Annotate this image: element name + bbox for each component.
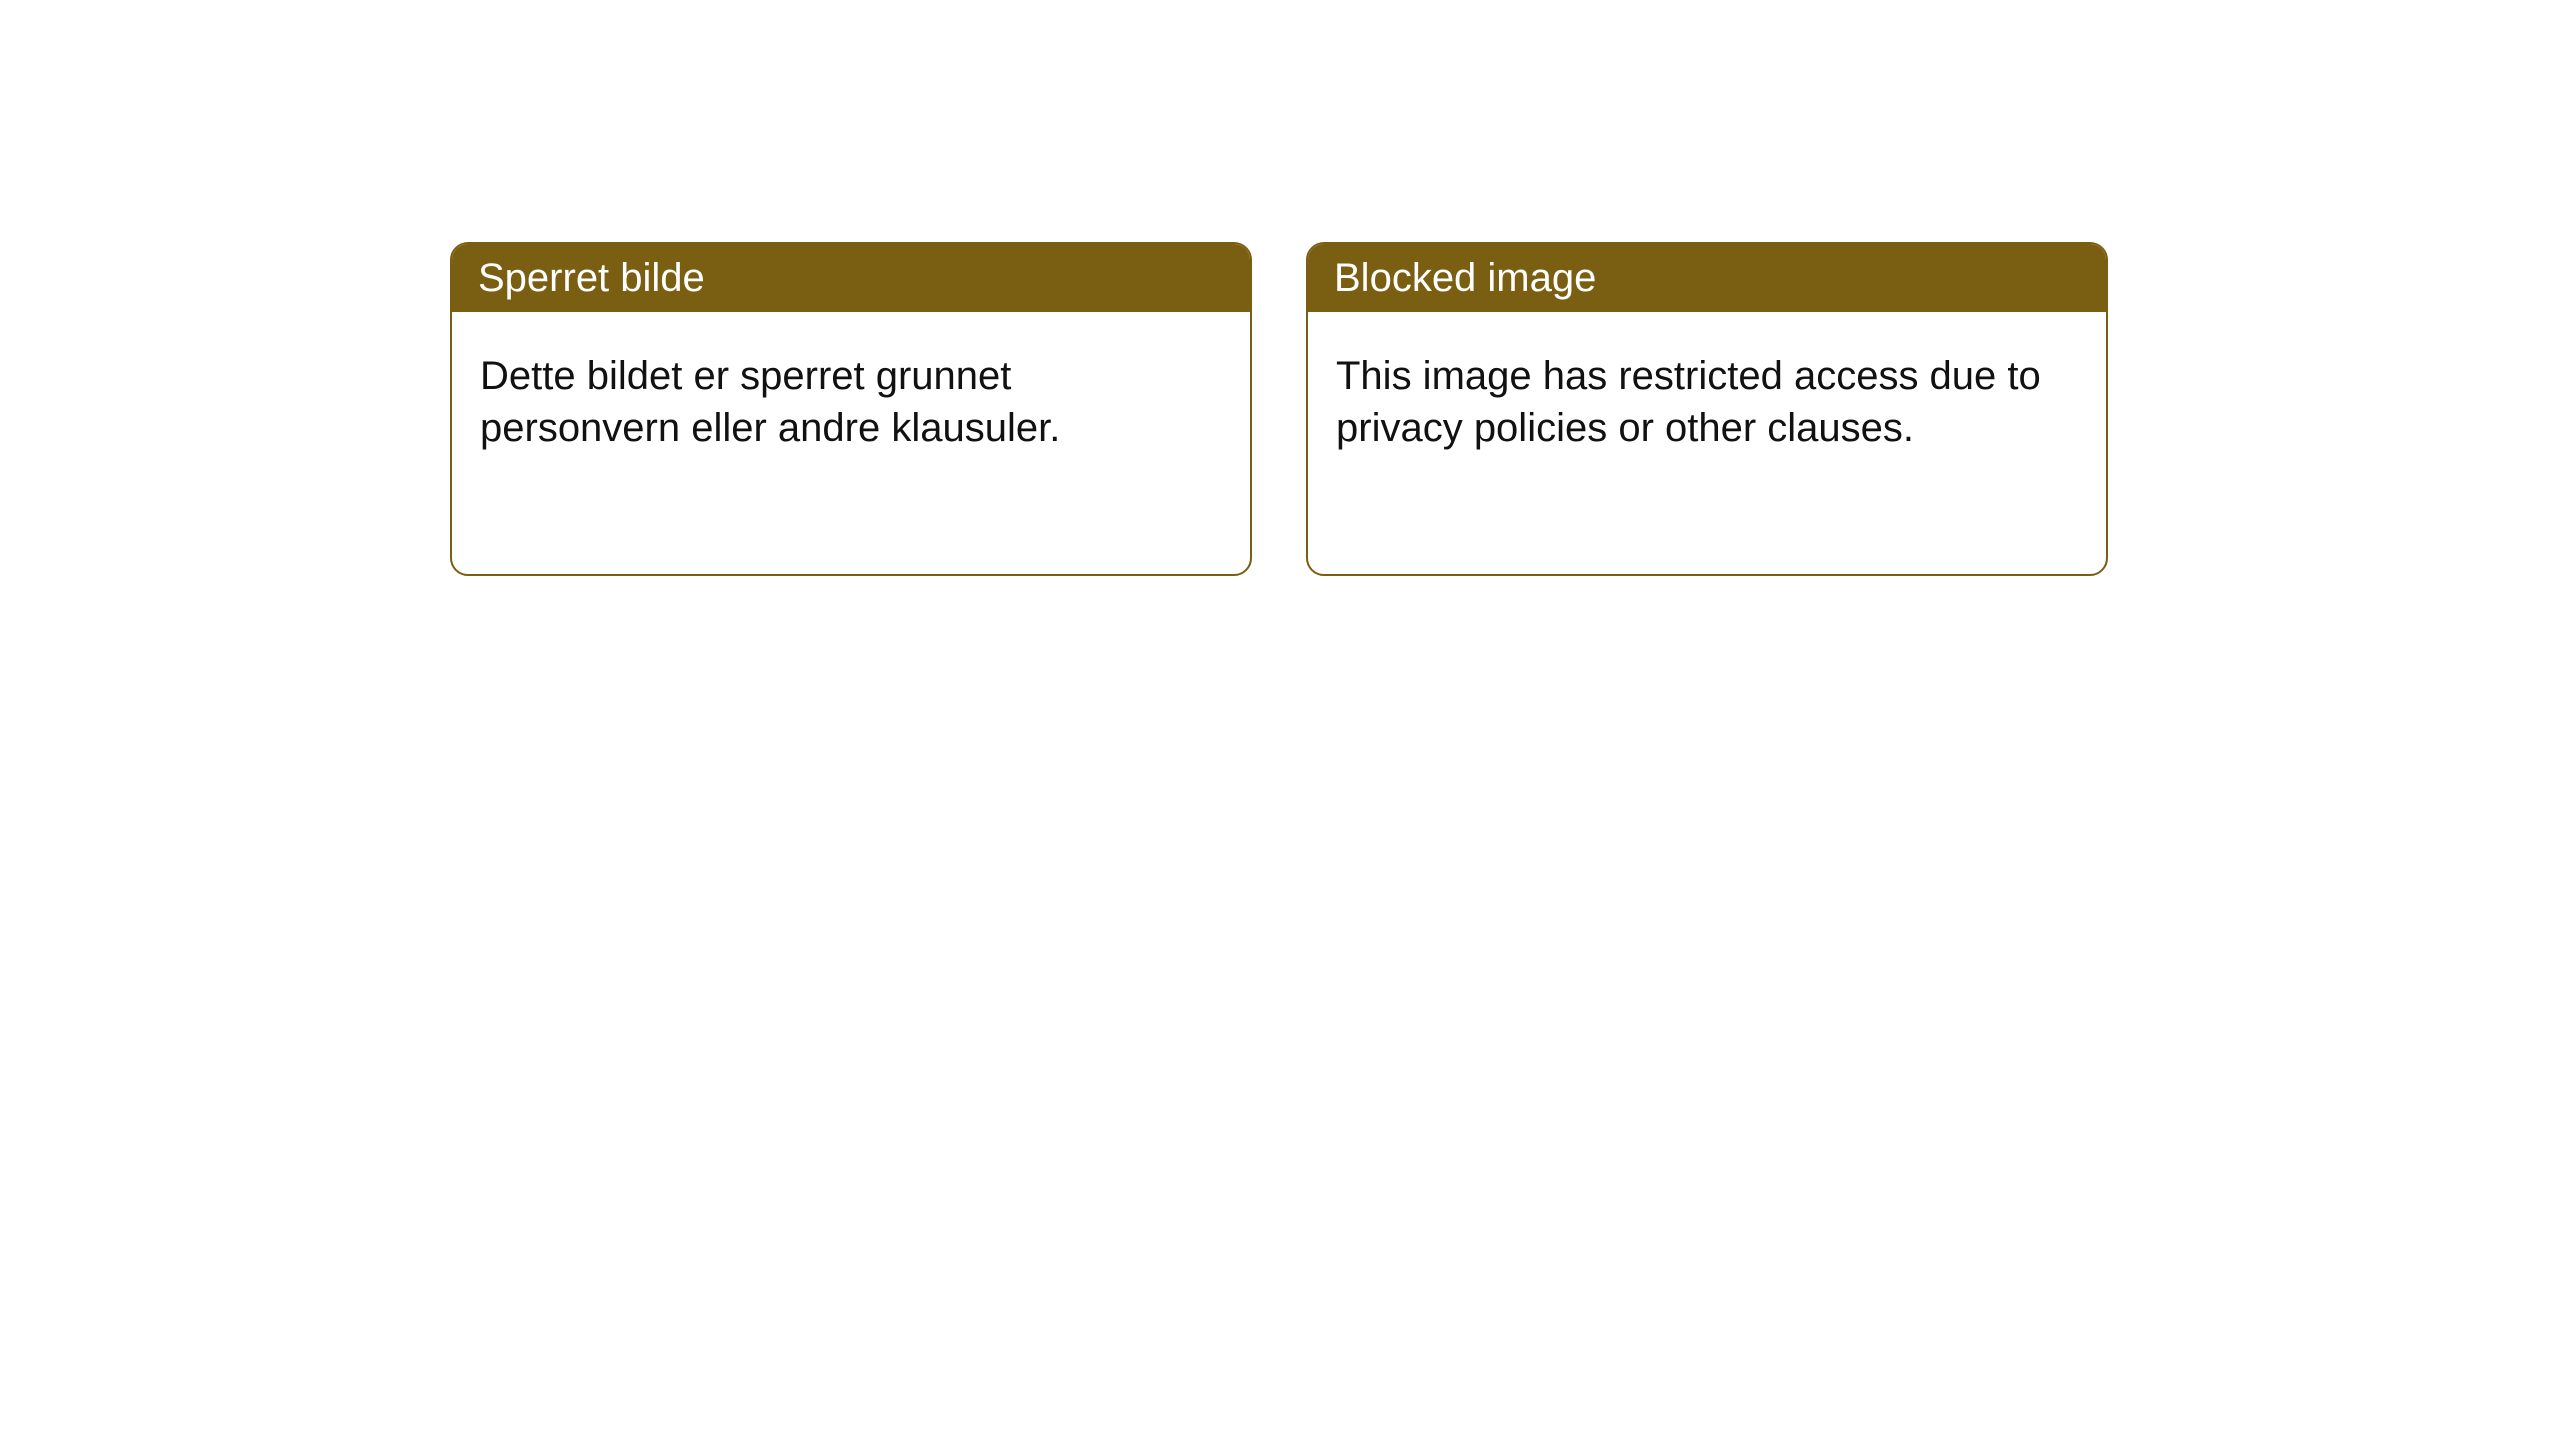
notice-card-norwegian: Sperret bilde Dette bildet er sperret gr… — [450, 242, 1252, 576]
notice-title: Sperret bilde — [452, 244, 1250, 312]
notice-title: Blocked image — [1308, 244, 2106, 312]
notice-body: Dette bildet er sperret grunnet personve… — [452, 312, 1250, 482]
notice-card-english: Blocked image This image has restricted … — [1306, 242, 2108, 576]
notice-body: This image has restricted access due to … — [1308, 312, 2106, 482]
notice-container: Sperret bilde Dette bildet er sperret gr… — [0, 0, 2560, 576]
